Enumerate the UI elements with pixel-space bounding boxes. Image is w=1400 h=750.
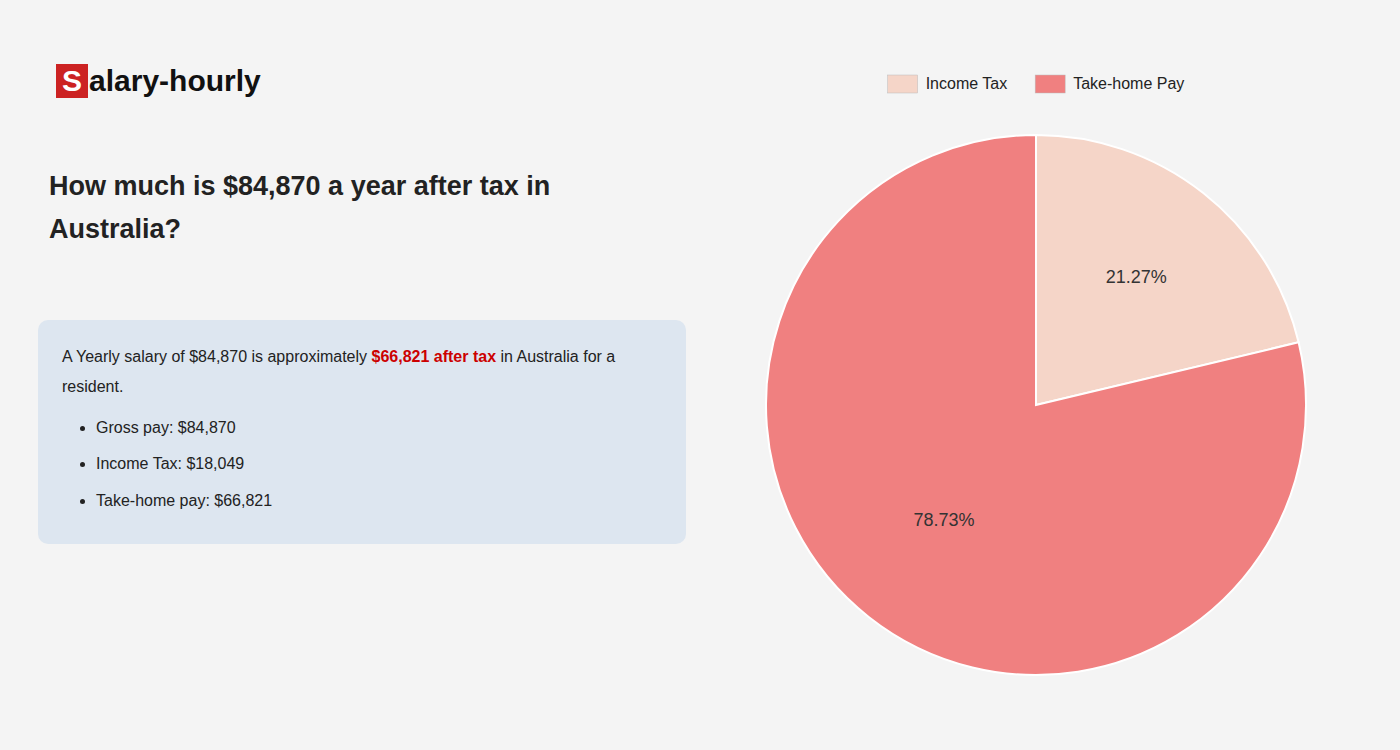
legend: Income Tax Take-home Pay bbox=[888, 75, 1185, 93]
info-text: A Yearly salary of $84,870 is approximat… bbox=[62, 342, 662, 403]
data-label: 78.73% bbox=[913, 510, 974, 530]
logo: Salary-hourly bbox=[56, 64, 261, 98]
bullet-item: Income Tax: $18,049 bbox=[96, 449, 662, 479]
bullet-item: Gross pay: $84,870 bbox=[96, 413, 662, 443]
bullet-list: Gross pay: $84,870 Income Tax: $18,049 Tak… bbox=[62, 413, 662, 516]
text-panel: Salary-hourly How much is $84,870 a year … bbox=[0, 0, 700, 750]
info-box: A Yearly salary of $84,870 is approximat… bbox=[38, 320, 686, 544]
legend-entry: Take-home Pay bbox=[1073, 75, 1184, 92]
bullet-item: Take-home pay: $66,821 bbox=[96, 486, 662, 516]
pie-slice bbox=[766, 135, 1306, 675]
data-label: 21.27% bbox=[1106, 267, 1167, 287]
pie-chart: 21.27% 78.73% Income Tax Take-home Pay bbox=[700, 0, 1400, 750]
legend-swatch bbox=[1035, 75, 1065, 93]
info-segment: $66,821 after tax bbox=[372, 348, 497, 365]
legend-entry: Income Tax bbox=[926, 75, 1008, 92]
info-segment: A Yearly salary of $84,870 is approximat… bbox=[62, 348, 372, 365]
legend-swatch bbox=[888, 75, 918, 93]
title: How much is $84,870 a year after tax in … bbox=[49, 165, 609, 251]
